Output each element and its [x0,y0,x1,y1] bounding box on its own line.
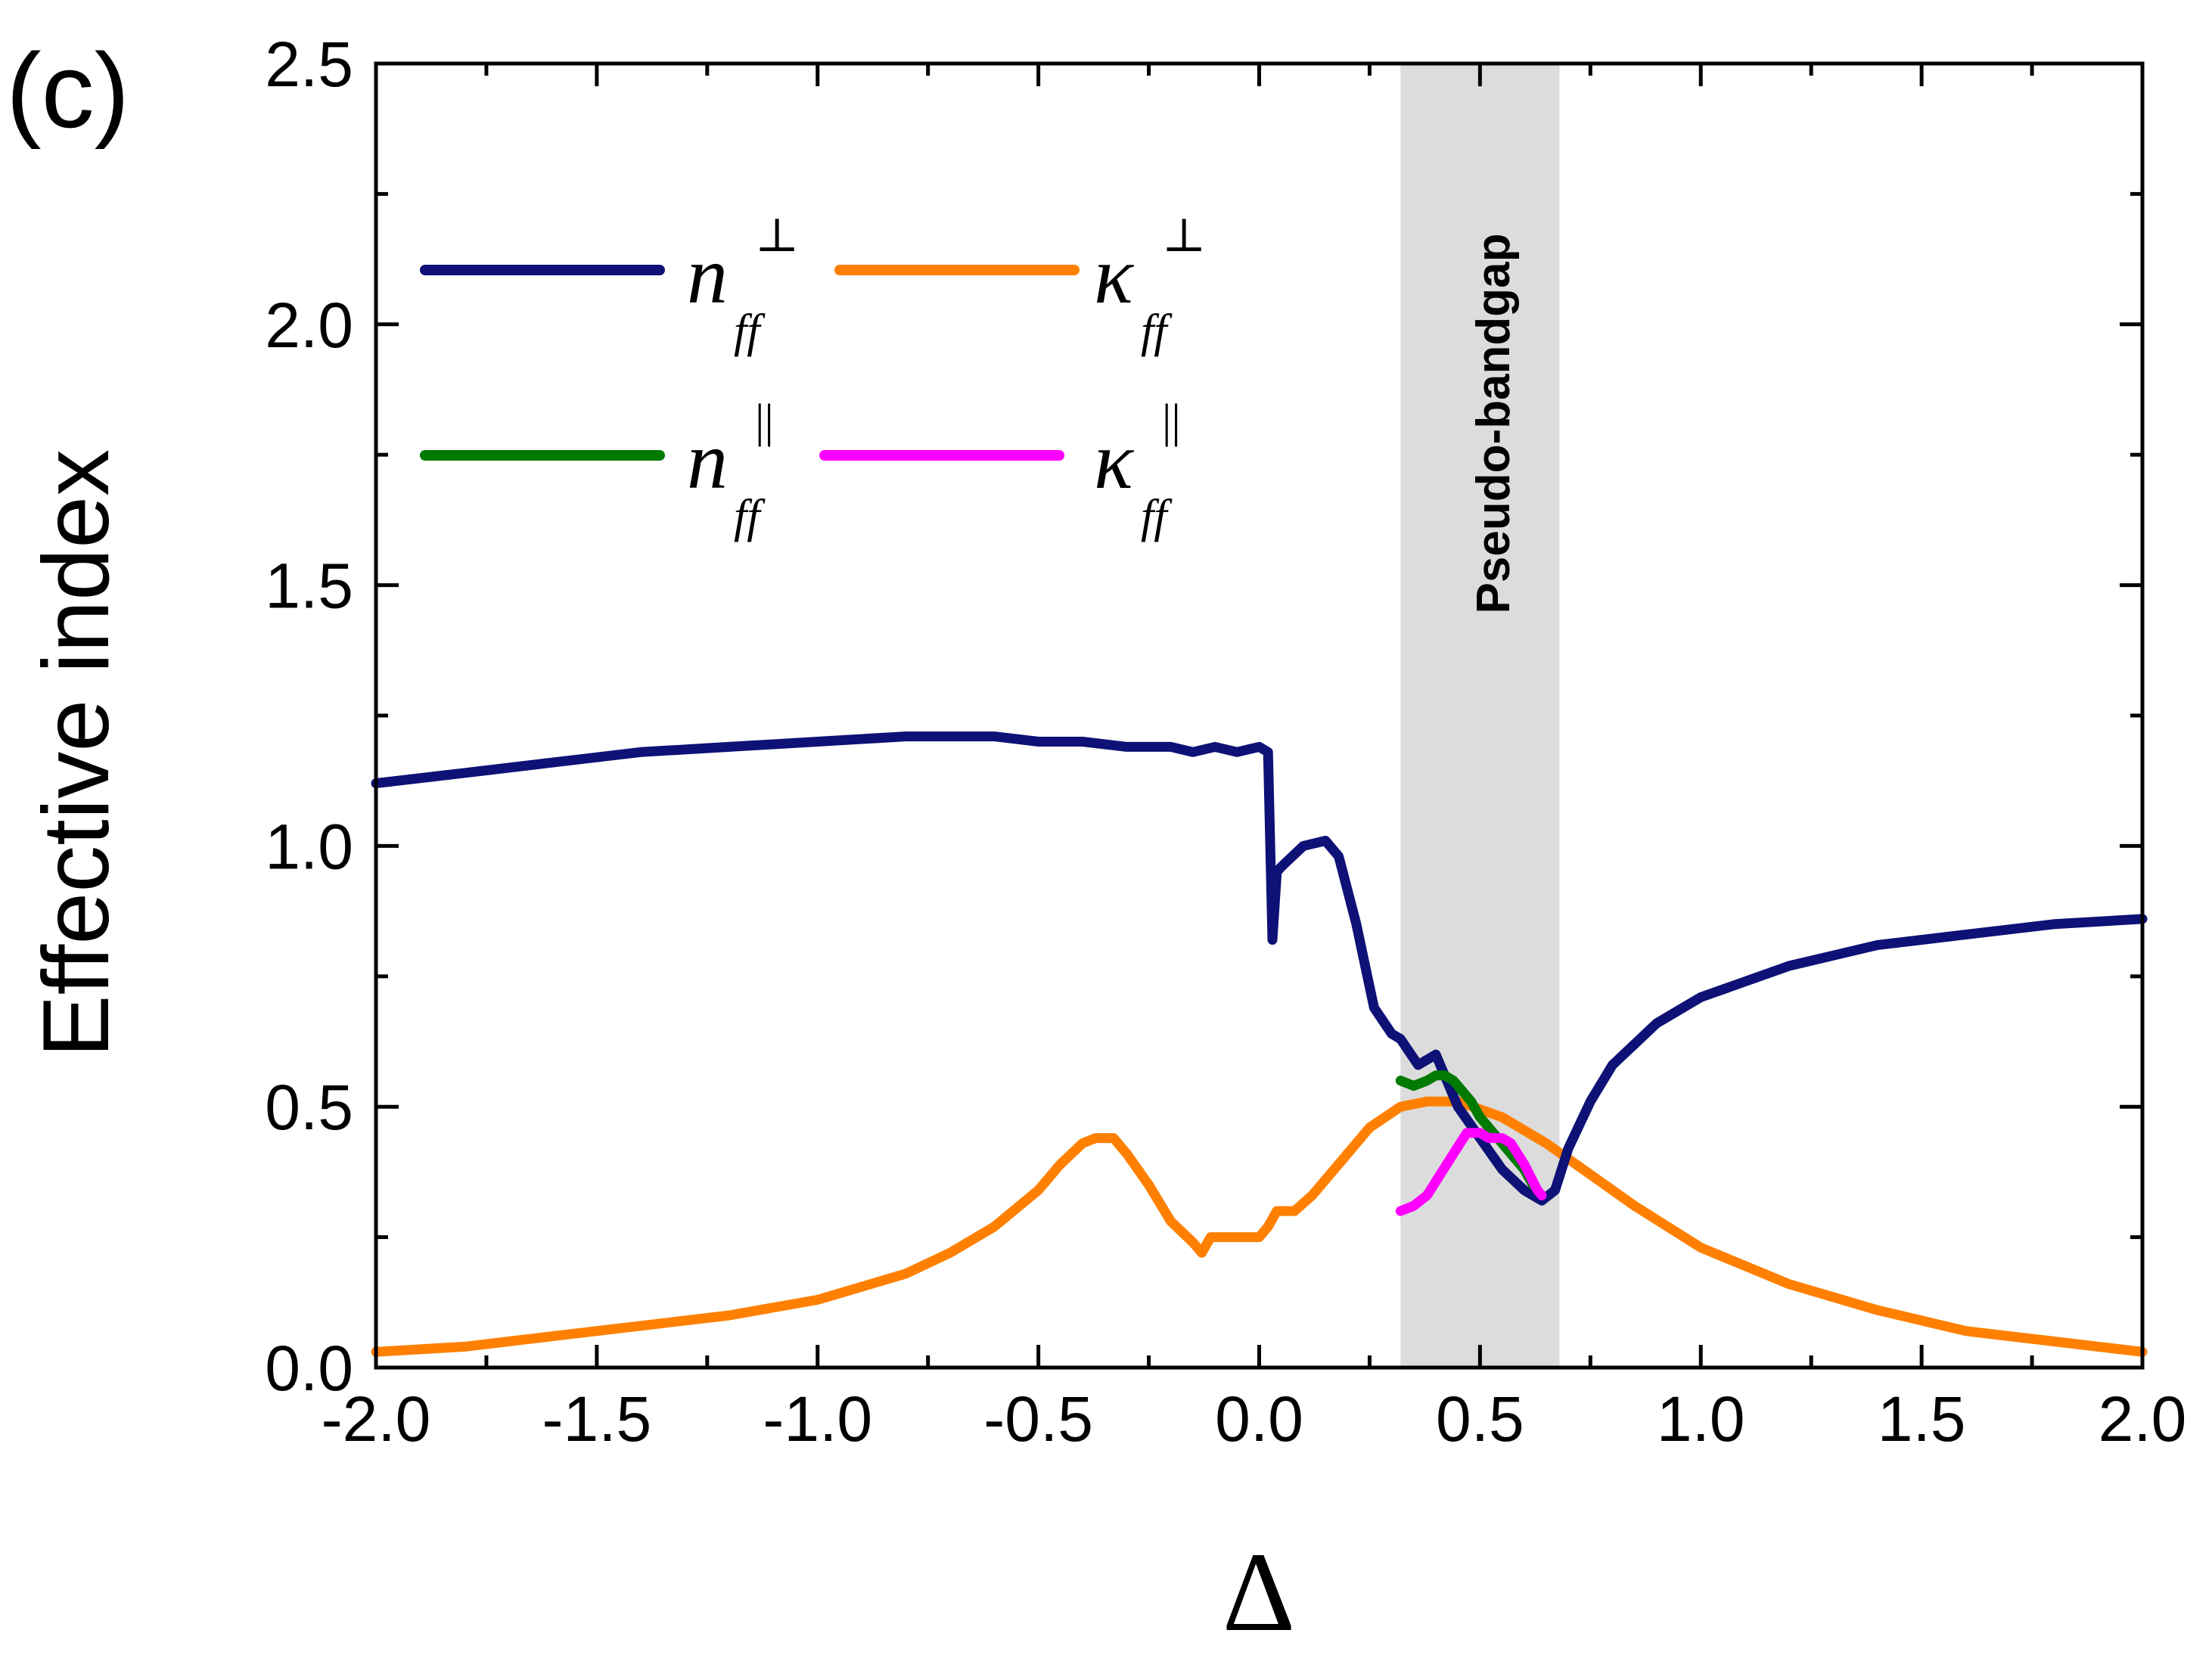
series-line-0 [371,731,2148,1206]
legend-symbol: κ [1094,231,1134,321]
y-axis-title: Effective index [24,449,129,1057]
x-tick-label: -0.5 [983,1383,1093,1455]
x-tick-label: -1.5 [542,1383,652,1455]
series-line-3 [1395,1128,1547,1216]
y-tick-label: 1.0 [265,811,353,882]
y-tick-label: 2.0 [265,290,353,361]
legend-subscript: ff [1141,306,1173,357]
legend-superscript: || [755,396,774,447]
pseudo-bandgap-band [1400,64,1560,1368]
x-tick-label: -1.0 [763,1383,872,1455]
legend-superscript: ⊥ [755,210,799,262]
legend-subscript: ff [1141,491,1173,542]
legend-superscript: ⊥ [1162,210,1206,262]
plot-frame [374,61,2145,1370]
y-tick-label: 0.0 [265,1333,353,1404]
y-tick-label: 2.5 [265,29,353,100]
legend-subscript: ff [734,306,766,357]
legend-superscript: || [1162,396,1181,447]
series-layer [371,731,2148,1357]
x-tick-label: 1.5 [1878,1383,1966,1455]
series-line-1 [371,1096,2148,1357]
legend-symbol: n [687,231,728,321]
legend-symbol: n [687,416,728,506]
x-tick-label: 1.0 [1657,1383,1745,1455]
x-axis-ticks: -2.0 -1.5 -1.0 -0.5 0.0 0.5 1.0 1.5 2.0 [322,64,2187,1455]
legend: nff⊥ κff⊥nff|| κff|| [420,210,1206,542]
legend-subscript: ff [734,491,766,542]
series-line-2 [1395,1070,1538,1191]
legend-symbol: κ [1094,416,1134,506]
x-tick-label: 0.0 [1215,1383,1303,1455]
x-axis-title: Δ [1223,1529,1295,1655]
y-tick-label: 0.5 [265,1072,353,1143]
y-tick-label: 1.5 [265,551,353,622]
x-tick-label: 2.0 [2099,1383,2187,1455]
x-tick-label: -2.0 [322,1383,431,1455]
y-axis-ticks: 0.0 0.5 1.0 1.5 2.0 2.5 [265,29,2142,1404]
pseudo-bandgap-label: Pseudo-bandgap [1468,234,1520,614]
x-tick-label: 0.5 [1436,1383,1524,1455]
panel-label: (c) [6,31,129,150]
